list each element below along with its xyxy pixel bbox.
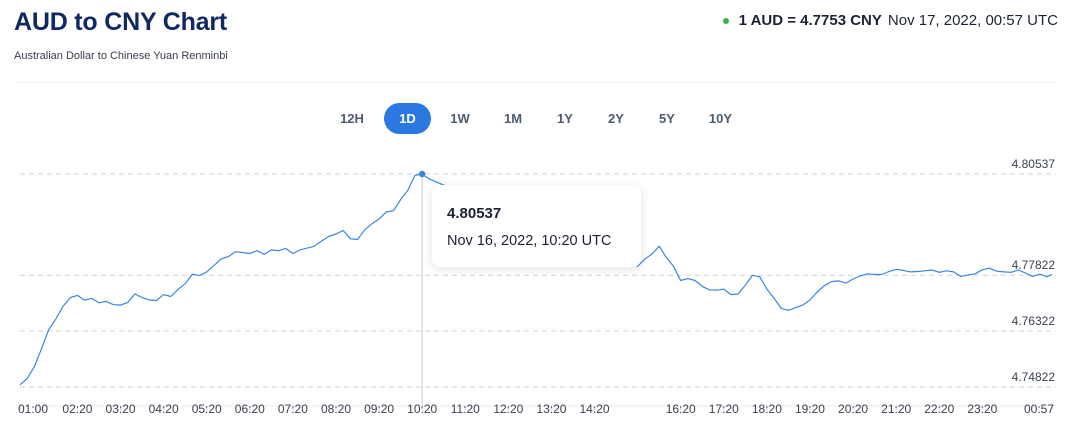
period-1d-button[interactable]: 1D bbox=[384, 103, 431, 134]
period-selector: 12H 1D 1W 1M 1Y 2Y 5Y 10Y bbox=[0, 103, 1080, 135]
period-1y-button[interactable]: 1Y bbox=[557, 111, 573, 126]
x-tick-label: 10:20 bbox=[407, 402, 437, 416]
x-tick-label: 21:20 bbox=[881, 402, 911, 416]
period-5y-button[interactable]: 5Y bbox=[659, 111, 675, 126]
x-tick-label: 11:20 bbox=[451, 402, 480, 416]
x-tick-label: 23:20 bbox=[967, 402, 997, 416]
period-2y-button[interactable]: 2Y bbox=[608, 111, 624, 126]
chart-tooltip: 4.80537 Nov 16, 2022, 10:20 UTC bbox=[432, 185, 641, 267]
header-divider bbox=[14, 82, 1058, 83]
x-tick-label: 05:20 bbox=[192, 402, 222, 416]
x-tick-label: 06:20 bbox=[235, 402, 265, 416]
x-tick-label: 02:20 bbox=[62, 402, 92, 416]
series-line bbox=[19, 173, 1053, 386]
x-tick-label: 16:20 bbox=[666, 402, 696, 416]
y-tick-label: 4.74822 bbox=[1012, 370, 1056, 384]
x-tick-label: 01:00 bbox=[18, 402, 48, 416]
page-title: AUD to CNY Chart bbox=[14, 8, 228, 36]
x-tick-label: 18:20 bbox=[752, 402, 782, 416]
x-tick-label: 04:20 bbox=[149, 402, 179, 416]
tooltip-value: 4.80537 bbox=[447, 205, 502, 222]
period-1w-button[interactable]: 1W bbox=[450, 111, 470, 126]
y-tick-label: 4.77822 bbox=[1012, 258, 1056, 272]
x-tick-label: 14:20 bbox=[580, 402, 610, 416]
x-tick-label: 12:20 bbox=[493, 402, 523, 416]
tooltip-time: Nov 16, 2022, 10:20 UTC bbox=[447, 233, 612, 249]
x-tick-label: 09:20 bbox=[364, 402, 394, 416]
page-subtitle: Australian Dollar to Chinese Yuan Renmin… bbox=[14, 50, 228, 62]
live-status-dot-icon bbox=[722, 17, 729, 24]
quote-timestamp: Nov 17, 2022, 00:57 UTC bbox=[887, 12, 1058, 29]
period-1m-button[interactable]: 1M bbox=[503, 111, 523, 126]
highlight-point bbox=[418, 170, 426, 178]
current-rate: 1 AUD = 4.7753 CNY bbox=[738, 12, 882, 29]
x-tick-label: 07:20 bbox=[278, 402, 308, 416]
x-tick-label: 19:20 bbox=[795, 402, 825, 416]
y-tick-label: 4.80537 bbox=[1012, 157, 1056, 171]
x-tick-label: 08:20 bbox=[321, 402, 351, 416]
live-quote: 1 AUD = 4.7753 CNY Nov 17, 2022, 00:57 U… bbox=[722, 12, 1058, 29]
exchange-rate-line-chart[interactable]: 4.80537 4.77822 4.76322 4.74822 01:00 02:20 03… bbox=[0, 140, 1080, 440]
chart-header: AUD to CNY Chart Australian Dollar to Ch… bbox=[0, 0, 1080, 82]
y-tick-label: 4.76322 bbox=[1012, 314, 1056, 328]
x-tick-label: 17:20 bbox=[709, 402, 739, 416]
x-tick-label: 03:20 bbox=[106, 402, 136, 416]
period-12h-button[interactable]: 12H bbox=[340, 111, 364, 126]
x-tick-label: 20:20 bbox=[838, 402, 868, 416]
x-tick-label: 00:57 bbox=[1024, 402, 1054, 416]
period-10y-button[interactable]: 10Y bbox=[708, 111, 733, 126]
x-tick-label: 13:20 bbox=[536, 402, 566, 416]
x-tick-label: 22:20 bbox=[924, 402, 954, 416]
